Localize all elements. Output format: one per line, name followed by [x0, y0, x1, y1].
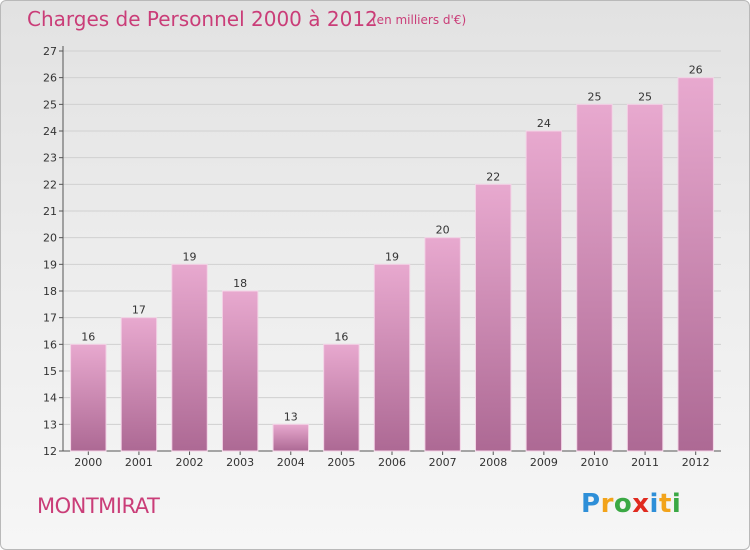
bar-value-label: 16	[81, 330, 95, 343]
bar	[525, 130, 563, 452]
x-tick-label: 2000	[74, 456, 102, 469]
bar-value-label: 20	[436, 224, 450, 237]
logo-letter: i	[649, 489, 659, 519]
bar	[576, 103, 613, 452]
y-tick-label: 26	[43, 72, 57, 85]
bar-value-label: 18	[233, 277, 247, 290]
y-tick-label: 18	[43, 285, 57, 298]
y-tick-label: 13	[43, 418, 57, 431]
y-tick-label: 20	[43, 232, 57, 245]
bar-value-label: 19	[183, 250, 197, 263]
bar	[221, 290, 259, 452]
bar-value-label: 25	[587, 90, 601, 103]
bar-value-label: 17	[132, 304, 146, 317]
logo-letter: i	[671, 489, 682, 519]
logo-letter: o	[613, 489, 633, 519]
bar-value-label: 13	[284, 410, 298, 423]
logo-letter: P	[581, 489, 601, 519]
bar	[120, 317, 158, 452]
bars	[70, 77, 714, 452]
chart-title: Charges de Personnel 2000 à 2012	[27, 7, 378, 31]
x-tick-label: 2010	[580, 456, 608, 469]
y-tick-label: 24	[43, 125, 57, 138]
y-tick-label: 15	[43, 365, 57, 378]
y-tick-label: 14	[43, 392, 57, 405]
x-tick-label: 2011	[631, 456, 659, 469]
y-tick-label: 22	[43, 178, 57, 191]
bar-value-label: 22	[486, 170, 500, 183]
x-tick-label: 2005	[327, 456, 355, 469]
x-tick-label: 2009	[530, 456, 558, 469]
logo-letter: r	[600, 489, 614, 519]
logo-letter: x	[632, 489, 650, 519]
y-tick-label: 19	[43, 258, 57, 271]
bar	[677, 77, 714, 452]
y-tick-label: 25	[43, 98, 57, 111]
chart-subtitle: (en milliers d'€)	[372, 13, 467, 27]
y-tick-label: 12	[43, 445, 57, 458]
x-tick-label: 2007	[429, 456, 457, 469]
bar	[373, 263, 411, 452]
bar-value-label: 24	[537, 117, 551, 130]
y-tick-label: 21	[43, 205, 57, 218]
labels: 12 13 14 15 16 17 18 19 20 21 22 23 24 25 26 27 16 2000 17…	[43, 45, 710, 469]
y-tick-label: 23	[43, 152, 57, 165]
x-tick-label: 2002	[176, 456, 204, 469]
logo-letter: t	[658, 489, 672, 519]
y-tick-label: 27	[43, 45, 57, 58]
bar	[475, 183, 512, 452]
bar	[70, 343, 107, 452]
bar	[171, 263, 208, 452]
bar-value-label: 25	[638, 90, 652, 103]
commune-name: MONTMIRAT	[37, 494, 160, 518]
bar	[323, 343, 360, 452]
bar-value-label: 26	[689, 64, 703, 77]
x-tick-label: 2006	[378, 456, 406, 469]
bar	[626, 103, 664, 452]
proxiti-logo: Proxiti	[581, 489, 681, 519]
x-tick-label: 2008	[479, 456, 507, 469]
bar-value-label: 19	[385, 250, 399, 263]
y-tick-label: 17	[43, 312, 57, 325]
y-tick-label: 16	[43, 338, 57, 351]
x-tick-label: 2004	[277, 456, 305, 469]
x-tick-label: 2003	[226, 456, 254, 469]
bar	[424, 237, 461, 452]
x-tick-label: 2001	[125, 456, 153, 469]
bar-value-label: 16	[334, 330, 348, 343]
bar	[272, 423, 309, 452]
x-tick-label: 2012	[682, 456, 710, 469]
